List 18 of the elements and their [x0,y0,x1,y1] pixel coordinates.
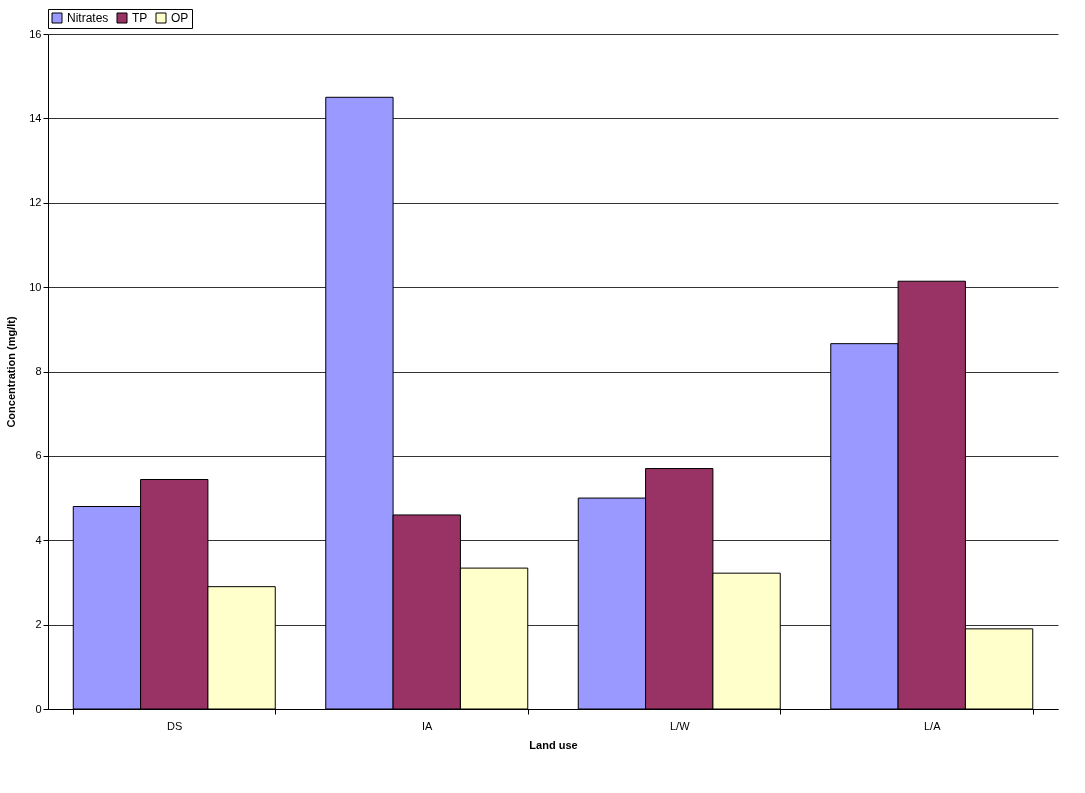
y-tick-label: 16 [29,27,42,40]
x-axis-title: Land use [529,738,578,751]
legend-label: OP [171,11,189,25]
y-tick-label: 8 [35,365,42,377]
y-axis-title: Concentration (mg/lt) [5,316,18,428]
legend-label: Nitrates [67,11,109,25]
y-tick-label: 14 [29,111,42,124]
x-tick-label: L/A [923,719,942,732]
y-tick-label: 10 [29,280,42,293]
y-tick-label: 6 [35,449,42,462]
x-tick-label: DS [167,719,183,732]
y-tick-label: 4 [35,533,42,546]
y-tick-label: 2 [35,618,42,631]
y-tick-label: 0 [35,702,42,715]
legend-label: TP [132,11,148,25]
y-tick-label: 12 [29,196,42,209]
x-tick-label: L/W [669,719,691,732]
x-tick-label: IA [422,719,434,732]
